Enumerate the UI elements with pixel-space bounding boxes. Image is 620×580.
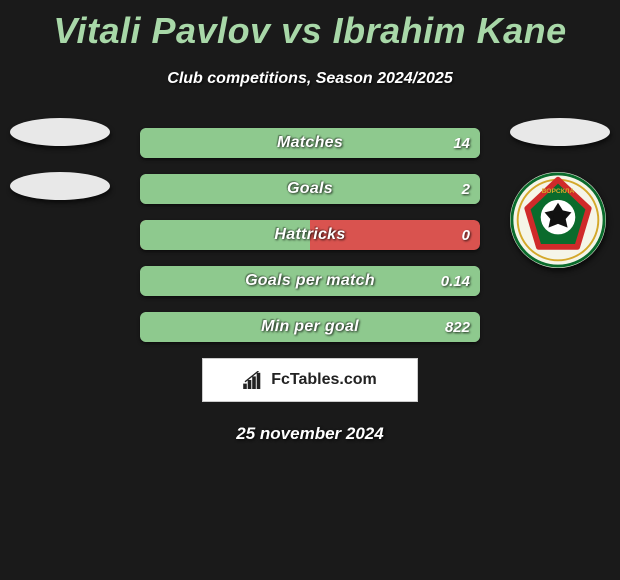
svg-text:ВОРСКЛА: ВОРСКЛА bbox=[542, 188, 575, 195]
stat-value: 0.14 bbox=[441, 266, 470, 296]
stat-bar: Goals 2 bbox=[140, 174, 480, 204]
stat-bar: Min per goal 822 bbox=[140, 312, 480, 342]
team-badge-placeholder bbox=[510, 118, 610, 146]
bars-icon bbox=[243, 371, 265, 389]
page-title: Vitali Pavlov vs Ibrahim Kane bbox=[0, 0, 620, 52]
bars-container: Matches 14 Goals 2 Hattricks 0 Goals per… bbox=[140, 128, 480, 342]
stat-bar: Matches 14 bbox=[140, 128, 480, 158]
snapshot-date: 25 november 2024 bbox=[0, 424, 620, 444]
stat-value: 822 bbox=[445, 312, 470, 342]
stat-value: 14 bbox=[453, 128, 470, 158]
stat-bar: Hattricks 0 bbox=[140, 220, 480, 250]
stat-value: 2 bbox=[462, 174, 470, 204]
stat-value: 0 bbox=[462, 220, 470, 250]
team-badge-placeholder bbox=[10, 172, 110, 200]
team-badge-placeholder bbox=[10, 118, 110, 146]
right-team-badges: ВОРСКЛА bbox=[510, 118, 610, 268]
watermark-text: FcTables.com bbox=[271, 371, 377, 389]
team-crest-icon: ВОРСКЛА bbox=[510, 172, 606, 268]
stat-label: Hattricks bbox=[140, 220, 480, 250]
comparison-chart: ВОРСКЛА Matches 14 Goals 2 Hattricks 0 G… bbox=[0, 128, 620, 342]
stat-label: Goals per match bbox=[140, 266, 480, 296]
subtitle: Club competitions, Season 2024/2025 bbox=[0, 70, 620, 88]
crest-svg: ВОРСКЛА bbox=[510, 172, 606, 268]
stat-bar: Goals per match 0.14 bbox=[140, 266, 480, 296]
watermark: FcTables.com bbox=[202, 358, 418, 402]
stat-label: Goals bbox=[140, 174, 480, 204]
stat-label: Min per goal bbox=[140, 312, 480, 342]
stat-label: Matches bbox=[140, 128, 480, 158]
left-team-badges bbox=[10, 118, 110, 226]
